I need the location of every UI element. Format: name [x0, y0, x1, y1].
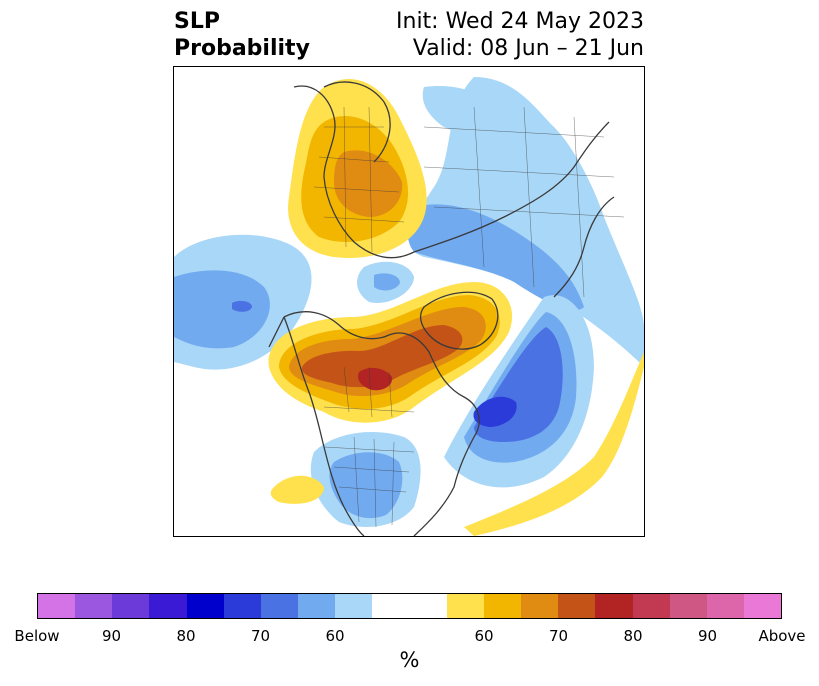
colorbar-segment	[446, 594, 484, 618]
colorbar	[37, 593, 782, 619]
probability-map	[173, 66, 645, 537]
colorbar-ticks: Below 90 80 70 60 60 70 80 90 Above	[0, 627, 819, 647]
colorbar-tick-label: 60	[474, 627, 494, 645]
above-region-canada-deep	[301, 325, 463, 388]
valid-range: Valid: 08 Jun – 21 Jun	[412, 36, 644, 61]
coastline-alaska	[268, 316, 285, 348]
colorbar-segment	[75, 594, 113, 618]
below-region-pacific-core	[232, 300, 252, 312]
above-region-europe-core	[334, 150, 403, 217]
colorbar-tick-label: Below	[14, 627, 60, 645]
colorbar-segment	[632, 594, 670, 618]
colorbar-segment	[38, 594, 76, 618]
colorbar-segment	[409, 594, 447, 618]
coastline-scandinavia	[323, 81, 391, 163]
colorbar-segment	[112, 594, 150, 618]
colorbar-tick-label: 90	[101, 627, 122, 645]
above-region-canada-peak	[358, 367, 393, 391]
colorbar-segment	[558, 594, 596, 618]
coastline-europe	[293, 85, 415, 259]
colorbar-segment	[372, 594, 410, 618]
colorbar-segment	[521, 594, 559, 618]
below-region-siberia	[422, 86, 504, 134]
colorbar-segment	[335, 594, 373, 618]
coastline-west-america	[283, 316, 365, 536]
border-lines-canada	[323, 366, 415, 418]
coastline-north-america	[283, 311, 480, 536]
below-region-eurasia-inner	[406, 204, 584, 311]
coastline-greenland	[419, 291, 499, 350]
colorbar-tick-label: 80	[176, 627, 196, 645]
coastline-east-asia	[553, 196, 615, 298]
colorbar-tick-label: 70	[548, 627, 569, 645]
colorbar-segment	[149, 594, 187, 618]
coastlines	[268, 81, 615, 536]
colorbar-tick-label: 90	[697, 627, 718, 645]
colorbar-segment	[223, 594, 261, 618]
below-region-usa-inner	[329, 452, 403, 519]
colorbar-segment	[483, 594, 522, 618]
border-lines-asia	[423, 106, 625, 298]
colorbar-segment	[595, 594, 633, 618]
colorbar-tick-label: 60	[325, 627, 345, 645]
probability-shading	[174, 77, 644, 536]
below-region-atlantic-peak	[473, 396, 517, 427]
date-info: Init: Wed 24 May 2023 Valid: 08 Jun – 21…	[396, 8, 644, 62]
border-lines-europe	[313, 106, 405, 253]
above-region-southwest	[270, 475, 324, 504]
colorbar-tick-label: 80	[623, 627, 643, 645]
map-canvas	[174, 77, 644, 536]
above-region-southeast	[464, 352, 644, 536]
coastline-asia	[413, 121, 610, 253]
title-line-2: Probability	[174, 36, 310, 61]
border-lines-usa	[323, 436, 415, 528]
colorbar-segment	[260, 594, 299, 618]
colorbar-segment	[669, 594, 707, 618]
map-title: SLP Probability	[174, 8, 310, 62]
colorbar-unit: %	[399, 648, 420, 672]
colorbar-segment	[706, 594, 744, 618]
title-line-1: SLP	[174, 9, 220, 34]
borders	[313, 106, 625, 528]
below-region-eurasia	[408, 77, 644, 367]
below-region-arctic-inner	[374, 273, 400, 291]
colorbar-segment	[743, 594, 782, 618]
colorbar-segment	[298, 594, 336, 618]
colorbar-tick-label: 70	[250, 627, 271, 645]
colorbar-segment	[186, 594, 224, 618]
init-date: Init: Wed 24 May 2023	[396, 9, 644, 34]
below-region-pacific-inner	[174, 270, 270, 349]
colorbar-tick-label: Above	[758, 627, 806, 645]
